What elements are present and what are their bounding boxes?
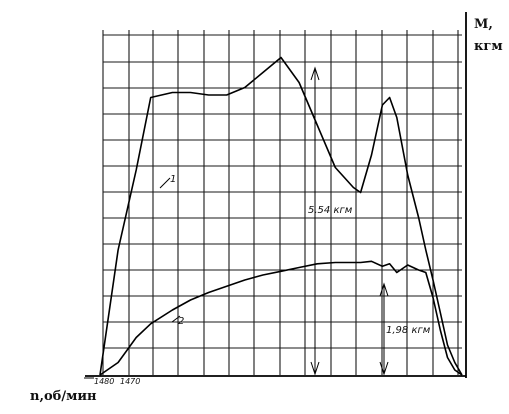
y-axis-label-line2: кгм	[474, 39, 503, 54]
annotation-5-54: 5,54 кгм	[308, 205, 353, 216]
arrow-5-54-head-bottom	[310, 361, 320, 376]
curve-1-leader	[159, 177, 171, 189]
curve-label-1: 1	[170, 174, 176, 185]
x-tick-label-1470: 1470	[120, 377, 140, 386]
y-axis-label-line1: М,	[474, 17, 493, 32]
arrow-1-98-head-top	[379, 282, 389, 297]
x-axis-label: n,об/мин	[30, 389, 97, 404]
curve-label-2: 2	[178, 316, 184, 327]
x-tick-label-1480: 1480	[94, 377, 114, 386]
arrow-5-54-head-top	[310, 66, 320, 81]
series-layer	[99, 56, 463, 376]
series-2-line	[99, 260, 463, 376]
annotation-1-98: 1,98 кгм	[386, 325, 431, 336]
axes	[84, 12, 467, 379]
series-1-line	[99, 56, 463, 376]
grid	[102, 30, 462, 375]
curve-2-leader	[171, 315, 181, 323]
arrow-1-98-head-bottom	[379, 361, 389, 376]
